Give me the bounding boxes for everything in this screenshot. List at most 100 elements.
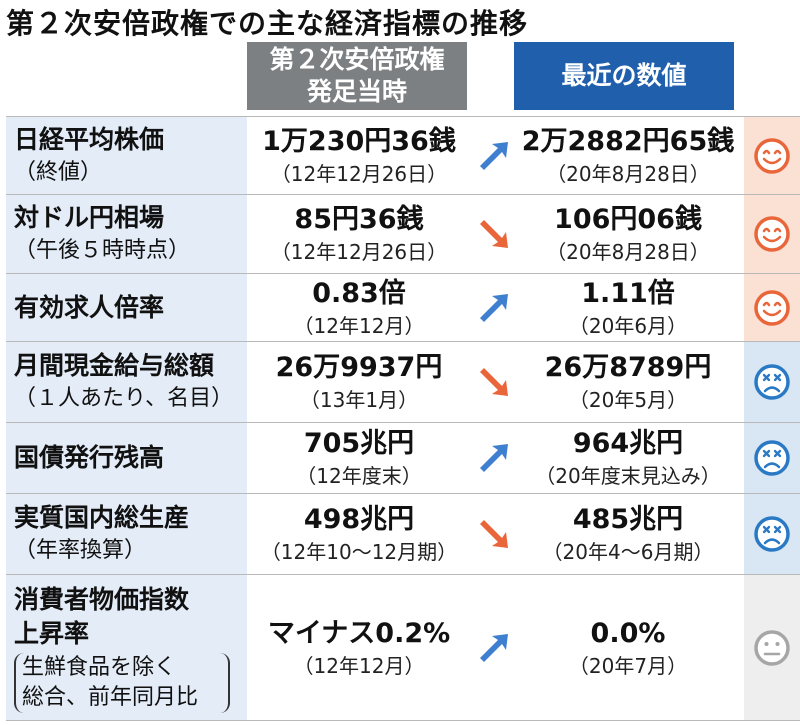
trend-cell [474,423,514,493]
start-value-cell: 498兆円 （12年10～12月期） [249,494,469,574]
start-value: 705兆円 [303,428,415,459]
recent-value: 1.11倍 [581,277,675,309]
table-row: 実質国内総生産 （年率換算） 498兆円 （12年10～12月期） 485兆円 … [6,493,800,574]
indicator-label-cell: 国債発行残高 [6,423,247,493]
start-date: （12年10～12月期） [260,540,458,564]
indicator-note: （１人あたり、名目） [14,386,234,411]
recent-value: 485兆円 [572,504,684,535]
indicator-label-cell: 対ドル円相場 （午後５時時点） [6,195,247,273]
indicator-name: 消費者物価指数 [14,584,190,614]
recent-date: （20年6月） [568,313,688,338]
start-date: （12年12月） [293,313,425,338]
table-row: 国債発行残高 705兆円 （12年度末） 964兆円 （20年度末見込み） [6,422,800,493]
recent-date: （20年度末見込み） [535,464,721,488]
table-row: 有効求人倍率 0.83倍 （12年12月） 1.11倍 （20年6月） [6,273,800,341]
header-start-line2: 発足当時 [306,77,407,106]
trend-cell [474,494,514,574]
start-value: マイナス0.2% [267,617,451,649]
header-recent: 最近の数値 [514,42,734,110]
header-start-line1: 第２次安倍政権 [269,45,445,74]
indicator-note: （午後５時時点） [14,238,191,263]
sad-face-icon [754,516,790,552]
recent-date: （20年4～6月期） [542,540,714,564]
start-value-cell: マイナス0.2% （12年12月） [249,575,469,720]
trend-cell [474,575,514,720]
recent-value: 106円06銭 [554,204,702,235]
start-value-cell: 85円36銭 （12年12月26日） [249,195,469,273]
indicator-name: 対ドル円相場 [14,203,165,232]
indicator-name: 国債発行残高 [14,443,165,472]
indicator-label-cell: 日経平均株価 （終値） [6,117,247,194]
indicator-name-line2: 上昇率 [14,618,90,648]
start-value: 85円36銭 [294,204,424,235]
indicator-name: 有効求人倍率 [14,292,165,322]
sad-face-icon [754,440,790,476]
recent-date: （20年7月） [568,653,688,678]
indicator-label-cell: 消費者物価指数 上昇率 生鮮食品を除く 総合、前年同月比 [6,575,247,720]
table-row: 日経平均株価 （終値） 1万230円36銭 （12年12月26日） 2万2882… [6,116,800,194]
indicator-note-line1: 生鮮食品を除く [22,654,177,680]
start-date: （12年12月） [293,653,425,678]
up-arrow-icon [480,444,508,472]
smile-face-icon [754,289,790,326]
start-value-cell: 26万9937円 （13年1月） [249,342,469,422]
start-value: 498兆円 [303,504,415,535]
table-row: 月間現金給与総額 （１人あたり、名目） 26万9937円 （13年1月） 26万… [6,341,800,422]
evaluation-cell [744,342,800,422]
recent-date: （20年5月） [568,388,688,412]
indicator-label-cell: 月間現金給与総額 （１人あたり、名目） [6,342,247,422]
indicator-note-line2: 総合、前年同月比 [22,684,199,710]
evaluation-cell [744,494,800,574]
trend-cell [474,342,514,422]
indicator-name: 月間現金給与総額 [14,351,215,380]
smile-face-icon [754,216,790,252]
recent-value-cell: 26万8789円 （20年5月） [516,342,740,422]
start-value-cell: 705兆円 （12年度末） [249,423,469,493]
indicator-note: （終値） [14,159,103,185]
recent-value-cell: 485兆円 （20年4～6月期） [516,494,740,574]
indicator-label-cell: 実質国内総生産 （年率換算） [6,494,247,574]
start-value: 26万9937円 [275,352,443,383]
start-value-cell: 0.83倍 （12年12月） [249,274,469,341]
down-arrow-icon [480,220,508,248]
table-row: 対ドル円相場 （午後５時時点） 85円36銭 （12年12月26日） 106円0… [6,194,800,273]
start-value: 0.83倍 [312,277,406,309]
recent-value: 26万8789円 [544,352,712,383]
evaluation-cell [744,575,800,720]
recent-value-cell: 2万2882円65銭 （20年8月28日） [516,117,740,194]
start-date: （13年1月） [299,388,419,412]
page-title: 第２次安倍政権での主な経済指標の推移 [6,7,529,40]
indicator-name: 日経平均株価 [14,124,165,154]
indicator-label-cell: 有効求人倍率 [6,274,247,341]
recent-value-cell: 1.11倍 （20年6月） [516,274,740,341]
recent-value-cell: 964兆円 （20年度末見込み） [516,423,740,493]
header-start: 第２次安倍政権 発足当時 [247,42,467,110]
down-arrow-icon [480,520,508,548]
recent-value: 964兆円 [572,428,684,459]
evaluation-cell [744,274,800,341]
up-arrow-icon [480,633,508,662]
smile-face-icon [754,137,790,174]
evaluation-cell [744,195,800,273]
evaluation-cell [744,423,800,493]
trend-cell [474,117,514,194]
indicator-name: 実質国内総生産 [14,503,190,532]
trend-cell [474,274,514,341]
table-row: 消費者物価指数 上昇率 生鮮食品を除く 総合、前年同月比 マイナス0.2% （1… [6,574,800,721]
start-date: （12年12月26日） [270,161,448,186]
up-arrow-icon [480,293,508,322]
start-date: （12年度末） [296,464,422,488]
evaluation-cell [744,117,800,194]
recent-date: （20年8月28日） [546,240,710,264]
start-value: 1万230円36銭 [262,125,456,157]
recent-date: （20年8月28日） [546,161,710,186]
recent-value-cell: 106円06銭 （20年8月28日） [516,195,740,273]
neutral-face-icon [754,629,790,666]
sad-face-icon [754,364,790,400]
recent-value: 0.0% [590,617,666,649]
trend-cell [474,195,514,273]
start-date: （12年12月26日） [270,240,448,264]
up-arrow-icon [480,141,508,170]
start-value-cell: 1万230円36銭 （12年12月26日） [249,117,469,194]
indicator-note-bracket: 生鮮食品を除く 総合、前年同月比 [14,652,230,713]
